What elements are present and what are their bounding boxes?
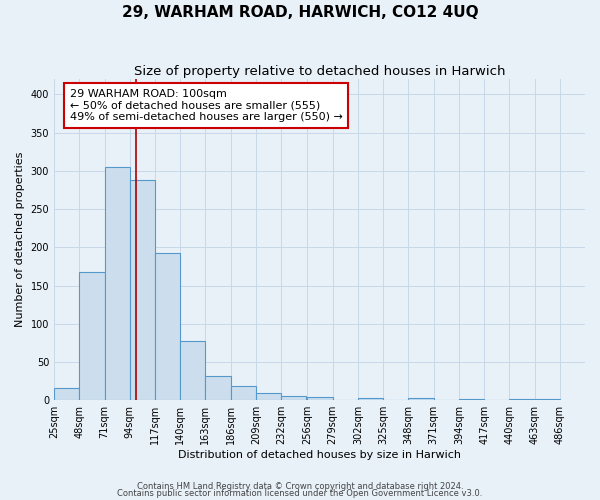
Bar (509, 398, 535, 400)
Bar (155, 254, 180, 400)
Bar (180, 340, 205, 400)
Bar (281, 396, 307, 400)
Y-axis label: Number of detached properties: Number of detached properties (15, 152, 25, 328)
Text: 29, WARHAM ROAD, HARWICH, CO12 4UQ: 29, WARHAM ROAD, HARWICH, CO12 4UQ (122, 5, 478, 20)
Bar (104, 167, 130, 400)
Text: Contains public sector information licensed under the Open Government Licence v3: Contains public sector information licen… (118, 490, 482, 498)
Bar (409, 398, 434, 400)
Bar (54, 388, 79, 400)
Text: Contains HM Land Registry data © Crown copyright and database right 2024.: Contains HM Land Registry data © Crown c… (137, 482, 463, 491)
Bar (230, 386, 256, 400)
Bar (205, 376, 230, 400)
Bar (358, 398, 383, 400)
Bar (79, 272, 104, 400)
Title: Size of property relative to detached houses in Harwich: Size of property relative to detached ho… (134, 65, 505, 78)
Bar (130, 180, 155, 400)
Text: 29 WARHAM ROAD: 100sqm
← 50% of detached houses are smaller (555)
49% of semi-de: 29 WARHAM ROAD: 100sqm ← 50% of detached… (70, 89, 343, 122)
Bar (459, 398, 484, 400)
Bar (307, 397, 332, 400)
X-axis label: Distribution of detached houses by size in Harwich: Distribution of detached houses by size … (178, 450, 461, 460)
Bar (535, 398, 560, 400)
Bar (256, 392, 281, 400)
